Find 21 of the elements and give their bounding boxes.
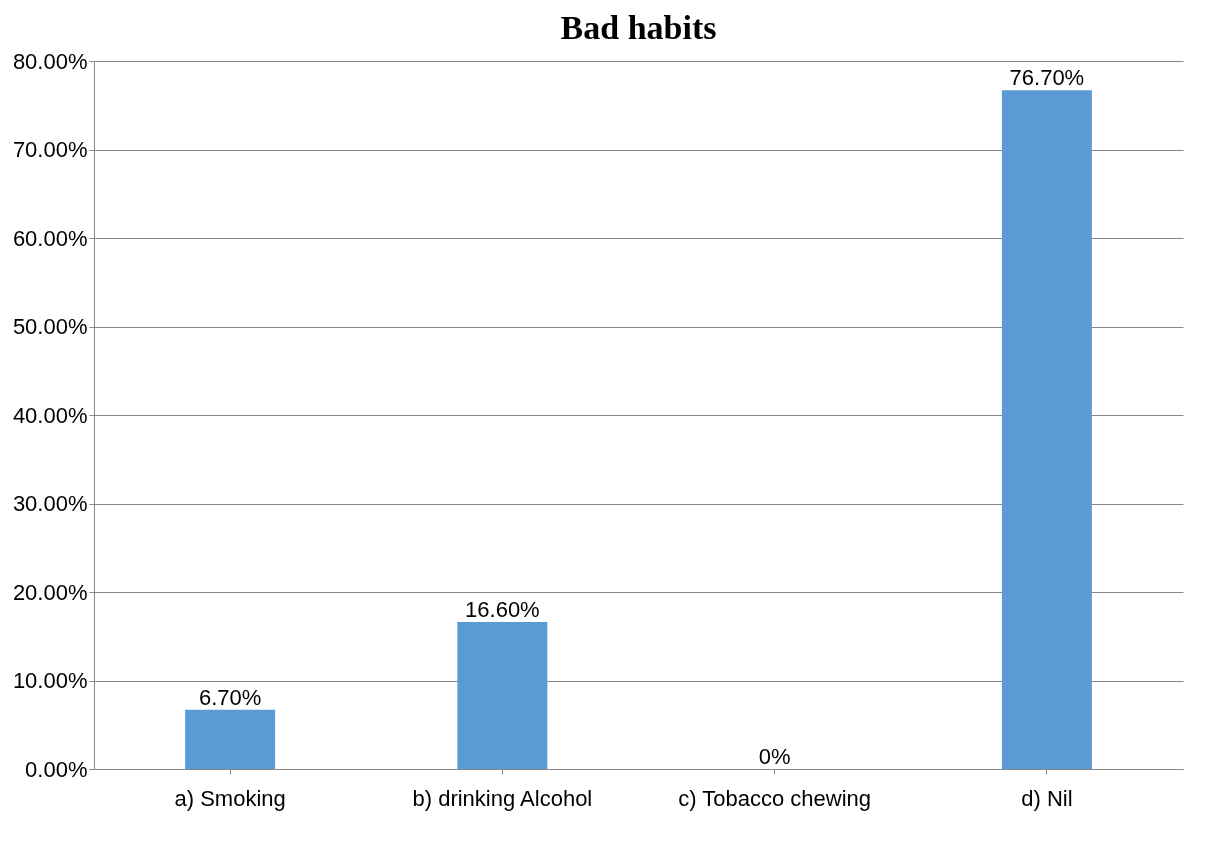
- data-label: 76.70%: [1009, 65, 1085, 91]
- x-tick-label: d) Nil: [1021, 785, 1073, 811]
- data-label: 16.60%: [465, 597, 540, 623]
- y-tick-label: 20.00%: [12, 579, 88, 605]
- y-tick-label: 40.00%: [12, 402, 88, 428]
- data-label: 0%: [758, 744, 791, 769]
- x-tick-label: a) Smoking: [174, 785, 286, 811]
- y-tick-label: 30.00%: [12, 491, 88, 516]
- y-tick-label: 80.00%: [12, 48, 88, 74]
- y-tick-label: 0.00%: [25, 756, 88, 782]
- bar: [1001, 90, 1092, 769]
- y-tick-label: 70.00%: [12, 137, 88, 162]
- y-tick-label: 10.00%: [12, 668, 88, 693]
- bar: [185, 709, 276, 769]
- x-tick-label: b) drinking Alcohol: [412, 785, 593, 811]
- chart-title: Bad habits: [560, 9, 717, 46]
- data-label: 6.70%: [198, 684, 262, 710]
- y-tick-label: 50.00%: [12, 314, 88, 339]
- x-tick-label: c) Tobacco chewing: [678, 785, 872, 811]
- bar: [457, 622, 548, 769]
- y-tick-label: 60.00%: [12, 225, 88, 251]
